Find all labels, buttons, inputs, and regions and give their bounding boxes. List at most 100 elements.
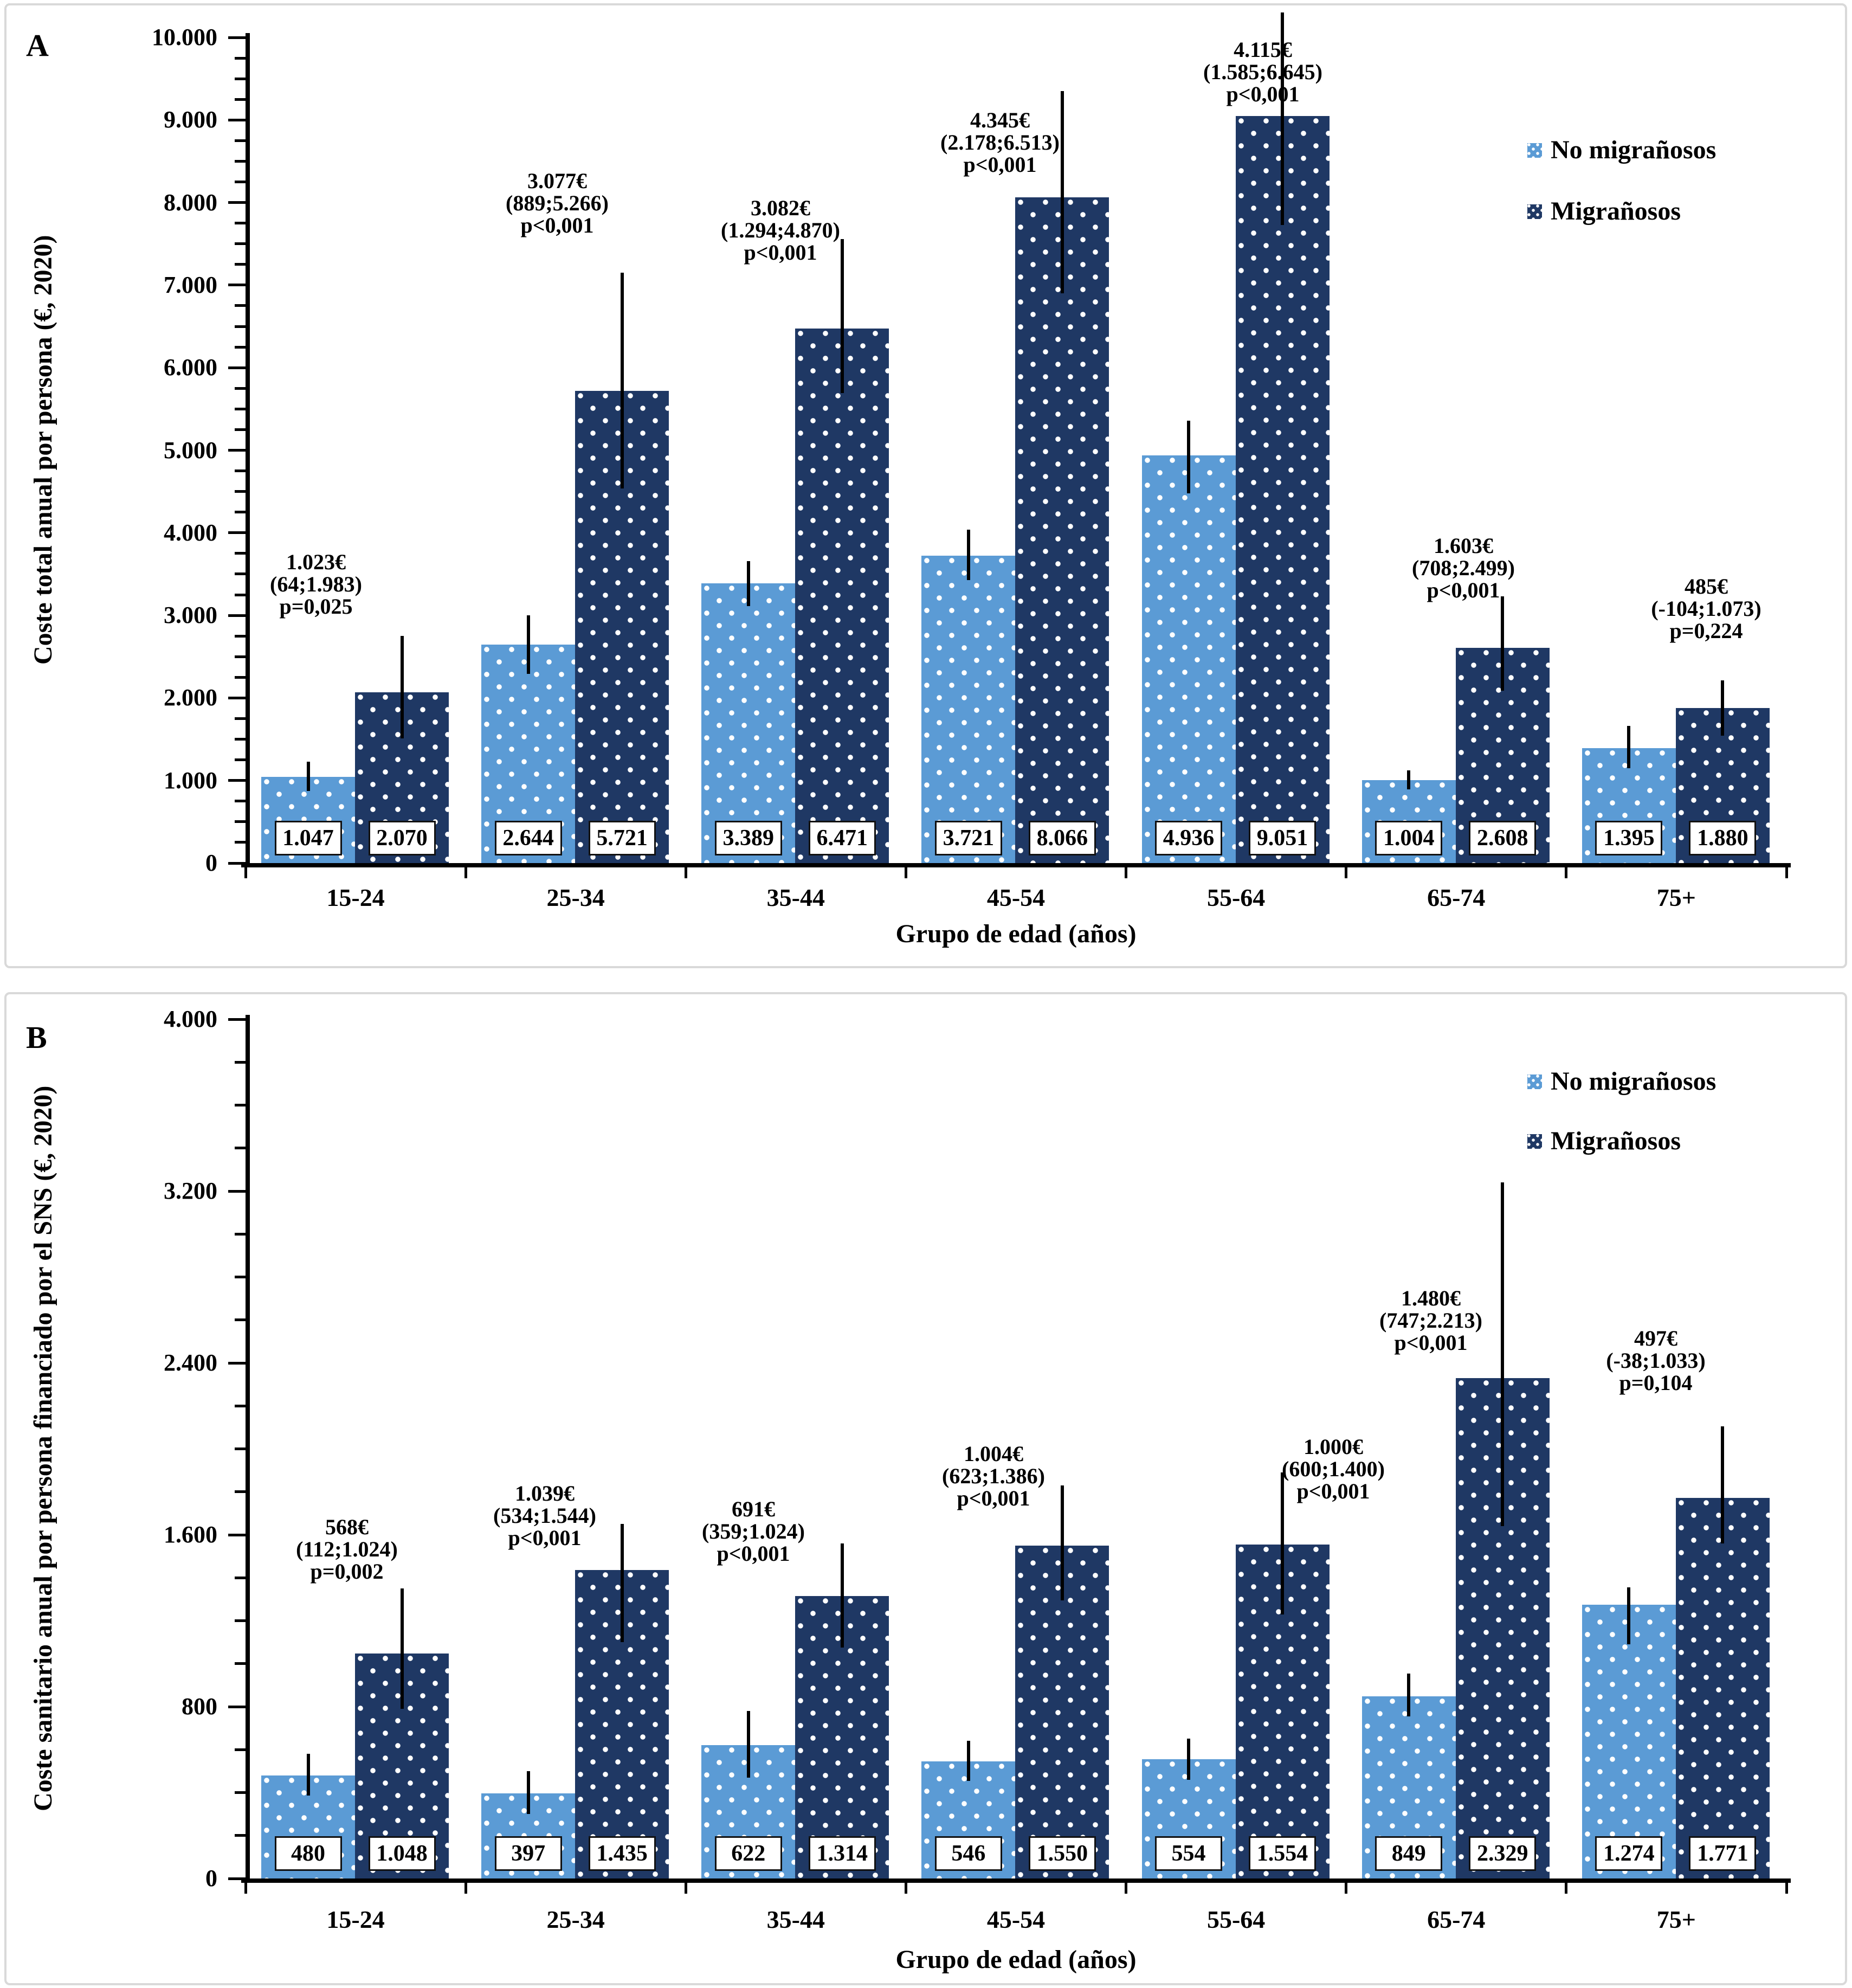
- x-boundary-tick: [1785, 863, 1788, 878]
- annotation-line: (359;1.024): [702, 1519, 805, 1543]
- y-minor-tick: [235, 1147, 246, 1150]
- x-category-label: 45-54: [986, 1906, 1046, 1933]
- error-bar: [1501, 596, 1505, 691]
- x-category-label: 55-64: [1206, 884, 1266, 911]
- y-minor-tick: [235, 675, 246, 679]
- x-axis-line: [241, 1878, 1791, 1883]
- annotation-group-45-54: 4.345€ (2.178;6.513) p<0,001: [821, 109, 1179, 176]
- y-minor-tick: [235, 738, 246, 741]
- error-bar: [526, 615, 530, 674]
- y-minor-tick: [235, 572, 246, 576]
- x-category-label: 45-54: [986, 884, 1046, 911]
- bar-value-label: 1.395: [1595, 821, 1663, 855]
- y-minor-tick: [235, 469, 246, 473]
- error-bar: [1721, 1426, 1725, 1543]
- bar-value-label: 6.471: [808, 821, 876, 855]
- error-bar: [1187, 420, 1191, 493]
- error-bar: [1060, 1485, 1064, 1600]
- y-tick-label: 0: [205, 850, 217, 876]
- x-boundary-tick: [904, 1878, 907, 1894]
- annotation-group-25-34: 1.039€ (534;1.544) p<0,001: [366, 1482, 724, 1549]
- y-minor-tick: [235, 387, 246, 390]
- bar-value-label: 1.004: [1375, 821, 1443, 855]
- x-category-label: 25-34: [546, 884, 605, 911]
- error-bar: [620, 1524, 624, 1643]
- x-axis-line: [241, 863, 1791, 867]
- bar-value-label: 1.274: [1595, 1836, 1663, 1871]
- annotation-line: p<0,001: [1226, 82, 1300, 106]
- annotation-group-75+: 485€ (-104;1.073) p=0,224: [1527, 575, 1852, 642]
- annotation-line: 1.603€: [1434, 533, 1493, 558]
- y-major-tick: [228, 1189, 246, 1193]
- legend-label: Migrañosos: [1551, 1127, 1681, 1155]
- annotation-line: p<0,001: [963, 152, 1037, 177]
- error-bar: [400, 1588, 404, 1709]
- y-tick-label: 5.000: [164, 436, 217, 464]
- annotation-line: 3.082€: [751, 196, 810, 220]
- annotation-line: p<0,001: [717, 1541, 790, 1566]
- x-axis-title: Grupo de edad (años): [895, 919, 1137, 948]
- y-tick-label: 1.600: [164, 1521, 217, 1548]
- y-minor-tick: [235, 407, 246, 410]
- y-tick-label: 3.000: [164, 602, 217, 629]
- y-minor-tick: [235, 1490, 246, 1494]
- annotation-group-35-44: 3.082€ (1.294;4.870) p<0,001: [602, 197, 959, 263]
- x-boundary-tick: [244, 863, 247, 878]
- x-category-label: 15-24: [326, 1906, 385, 1933]
- y-minor-tick: [235, 345, 246, 349]
- x-boundary-tick: [1125, 863, 1128, 878]
- error-bar: [1281, 1472, 1285, 1614]
- error-bar: [1187, 1739, 1191, 1780]
- annotation-line: 1.039€: [515, 1481, 575, 1506]
- bar-value-label: 1.048: [368, 1836, 436, 1871]
- annotation-group-65-74: 1.603€ (708;2.499) p<0,001: [1285, 535, 1642, 601]
- y-major-tick: [228, 614, 246, 617]
- bar-value-label: 622: [714, 1836, 782, 1871]
- bar-migranosos: [1455, 1378, 1550, 1878]
- y-minor-tick: [235, 1104, 246, 1106]
- annotation-line: p=0,002: [310, 1559, 384, 1584]
- error-bar: [1627, 1587, 1631, 1645]
- y-minor-tick: [235, 242, 246, 246]
- x-boundary-tick: [464, 1878, 467, 1894]
- bar-value-label: 9.051: [1249, 821, 1317, 855]
- bar-value-label: 554: [1155, 1836, 1223, 1871]
- x-boundary-tick: [904, 863, 907, 878]
- bar-value-label: 5.721: [588, 821, 656, 855]
- error-bar: [746, 1710, 750, 1778]
- annotation-line: p<0,001: [1296, 1479, 1370, 1503]
- y-minor-tick: [235, 77, 246, 80]
- y-minor-tick: [235, 98, 246, 101]
- bar-migranosos: [1235, 115, 1330, 863]
- x-boundary-tick: [464, 863, 467, 878]
- y-minor-tick: [235, 552, 246, 555]
- error-bar: [966, 529, 970, 580]
- bar-migranosos: [1015, 197, 1109, 863]
- y-major-tick: [228, 1705, 246, 1708]
- y-major-tick: [228, 449, 246, 452]
- y-tick-label: 7.000: [164, 271, 217, 298]
- y-minor-tick: [235, 1447, 246, 1450]
- annotation-line: 568€: [325, 1515, 369, 1539]
- y-minor-tick: [235, 1619, 246, 1622]
- y-minor-tick: [235, 222, 246, 225]
- y-minor-tick: [235, 511, 246, 514]
- bar-value-label: 1.880: [1689, 821, 1757, 855]
- annotation-line: (623;1.386): [942, 1464, 1045, 1488]
- x-category-label: 75+: [1656, 884, 1696, 911]
- error-bar: [400, 636, 404, 739]
- annotation-line: (64;1.983): [270, 572, 362, 596]
- bar-value-label: 397: [494, 1836, 562, 1871]
- annotation-group-35-44: 691€ (359;1.024) p<0,001: [575, 1498, 932, 1565]
- legend-swatch-light-blue: [1527, 143, 1542, 158]
- legend-item-migranosos: Migrañosos: [1527, 1128, 1681, 1154]
- annotation-line: (1.294;4.870): [721, 218, 840, 242]
- y-major-tick: [228, 284, 246, 287]
- annotation-line: (-104;1.073): [1651, 596, 1761, 621]
- y-tick-label: 4.000: [164, 519, 217, 546]
- y-minor-tick: [235, 1748, 246, 1751]
- error-bar: [1407, 1673, 1411, 1716]
- y-tick-label: 6.000: [164, 354, 217, 381]
- y-minor-tick: [235, 1791, 246, 1794]
- annotation-line: 1.023€: [286, 550, 346, 574]
